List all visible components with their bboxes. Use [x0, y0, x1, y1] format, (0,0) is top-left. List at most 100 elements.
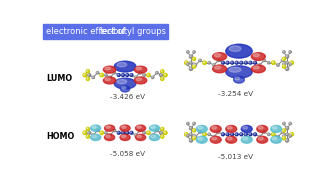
- Circle shape: [96, 72, 99, 74]
- Circle shape: [113, 72, 116, 74]
- Ellipse shape: [241, 136, 252, 143]
- Circle shape: [190, 62, 191, 63]
- Circle shape: [193, 57, 196, 60]
- Circle shape: [189, 139, 193, 142]
- Circle shape: [130, 74, 133, 76]
- Circle shape: [86, 127, 89, 130]
- Circle shape: [193, 58, 194, 59]
- Circle shape: [282, 131, 283, 132]
- Circle shape: [187, 135, 189, 137]
- Circle shape: [113, 129, 116, 132]
- Ellipse shape: [258, 126, 263, 129]
- Circle shape: [283, 58, 284, 59]
- Circle shape: [213, 136, 214, 137]
- Circle shape: [156, 130, 157, 131]
- Circle shape: [86, 135, 89, 138]
- Circle shape: [227, 133, 228, 134]
- Circle shape: [193, 65, 196, 68]
- Ellipse shape: [196, 125, 207, 132]
- Circle shape: [121, 74, 124, 76]
- Circle shape: [160, 132, 162, 134]
- Circle shape: [213, 64, 215, 66]
- Ellipse shape: [91, 125, 101, 131]
- Circle shape: [245, 133, 247, 136]
- Circle shape: [272, 133, 275, 136]
- Circle shape: [101, 132, 102, 133]
- Circle shape: [96, 129, 99, 132]
- Ellipse shape: [117, 79, 127, 84]
- Ellipse shape: [137, 126, 141, 128]
- Ellipse shape: [226, 66, 252, 78]
- Circle shape: [143, 132, 145, 134]
- Circle shape: [227, 62, 228, 63]
- Text: -5.013 eV: -5.013 eV: [217, 154, 253, 160]
- Ellipse shape: [243, 126, 248, 129]
- Circle shape: [86, 70, 89, 73]
- Circle shape: [187, 51, 189, 53]
- Circle shape: [254, 133, 255, 134]
- Ellipse shape: [120, 125, 130, 131]
- Circle shape: [283, 135, 285, 137]
- Circle shape: [240, 133, 243, 136]
- Circle shape: [152, 134, 154, 136]
- Circle shape: [240, 133, 241, 134]
- Ellipse shape: [241, 125, 252, 132]
- Text: electronic effect of: electronic effect of: [46, 27, 128, 36]
- Circle shape: [189, 67, 193, 70]
- Circle shape: [118, 74, 119, 75]
- Circle shape: [126, 131, 128, 134]
- Ellipse shape: [271, 136, 282, 143]
- Ellipse shape: [227, 137, 232, 140]
- Circle shape: [156, 129, 158, 132]
- Ellipse shape: [150, 125, 160, 131]
- Circle shape: [289, 122, 291, 125]
- Circle shape: [289, 135, 290, 136]
- Circle shape: [190, 127, 191, 128]
- Circle shape: [268, 62, 269, 63]
- Circle shape: [156, 72, 157, 73]
- Circle shape: [193, 129, 196, 132]
- Circle shape: [282, 57, 286, 60]
- Circle shape: [161, 70, 164, 73]
- Circle shape: [193, 137, 194, 138]
- Ellipse shape: [105, 67, 111, 70]
- Circle shape: [114, 72, 115, 73]
- Circle shape: [263, 131, 264, 132]
- Circle shape: [283, 63, 285, 65]
- Ellipse shape: [135, 125, 146, 131]
- Circle shape: [193, 66, 194, 67]
- Circle shape: [134, 76, 137, 78]
- Circle shape: [226, 133, 229, 136]
- Ellipse shape: [235, 77, 240, 80]
- Circle shape: [122, 74, 123, 75]
- Circle shape: [193, 51, 194, 52]
- Circle shape: [235, 61, 238, 64]
- Circle shape: [97, 72, 98, 73]
- Circle shape: [195, 64, 196, 65]
- Circle shape: [130, 131, 133, 134]
- Ellipse shape: [272, 126, 277, 129]
- Circle shape: [272, 62, 273, 63]
- Circle shape: [286, 139, 289, 142]
- Circle shape: [249, 133, 252, 136]
- Circle shape: [282, 137, 286, 140]
- Circle shape: [147, 74, 149, 75]
- Circle shape: [161, 135, 164, 138]
- Circle shape: [114, 130, 115, 131]
- Circle shape: [286, 133, 288, 136]
- Circle shape: [83, 131, 86, 135]
- Ellipse shape: [253, 66, 260, 69]
- Circle shape: [86, 77, 89, 81]
- Circle shape: [139, 130, 140, 131]
- Text: -butyl groups: -butyl groups: [110, 27, 166, 36]
- Ellipse shape: [103, 77, 116, 84]
- Circle shape: [213, 64, 214, 65]
- Circle shape: [130, 132, 131, 133]
- Circle shape: [222, 62, 223, 63]
- Text: LUMO: LUMO: [46, 74, 72, 83]
- Circle shape: [187, 135, 188, 136]
- Circle shape: [126, 74, 128, 76]
- Circle shape: [259, 136, 260, 137]
- Ellipse shape: [136, 67, 142, 70]
- Circle shape: [87, 78, 88, 79]
